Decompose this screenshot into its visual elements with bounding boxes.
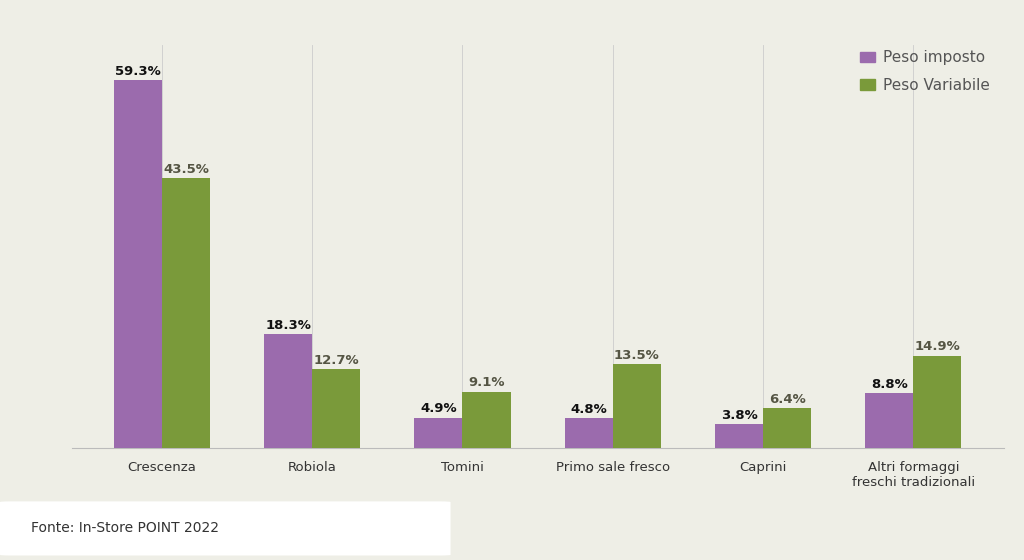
Bar — [463, 391, 511, 448]
Bar — [264, 334, 312, 448]
Text: 8.8%: 8.8% — [871, 378, 907, 391]
Bar — [162, 178, 210, 448]
Text: 6.4%: 6.4% — [769, 393, 806, 406]
Text: 3.8%: 3.8% — [721, 409, 758, 422]
Text: 4.9%: 4.9% — [420, 402, 457, 415]
Text: 13.5%: 13.5% — [614, 349, 659, 362]
Bar — [763, 408, 811, 448]
Bar — [715, 424, 763, 448]
Text: 14.9%: 14.9% — [914, 340, 961, 353]
Text: 12.7%: 12.7% — [313, 354, 359, 367]
Text: 43.5%: 43.5% — [163, 163, 209, 176]
Text: 9.1%: 9.1% — [468, 376, 505, 389]
Text: 59.3%: 59.3% — [115, 64, 161, 78]
Text: Fonte: In-Store POINT 2022: Fonte: In-Store POINT 2022 — [31, 521, 219, 535]
Bar — [114, 80, 162, 448]
Bar — [865, 394, 913, 448]
Text: 18.3%: 18.3% — [265, 319, 311, 332]
FancyBboxPatch shape — [0, 501, 451, 556]
Text: 4.8%: 4.8% — [570, 403, 607, 416]
Bar — [415, 418, 463, 448]
Bar — [312, 369, 360, 448]
Bar — [612, 364, 660, 448]
Bar — [564, 418, 612, 448]
Bar — [913, 356, 962, 448]
Legend: Peso imposto, Peso Variabile: Peso imposto, Peso Variabile — [854, 44, 996, 99]
